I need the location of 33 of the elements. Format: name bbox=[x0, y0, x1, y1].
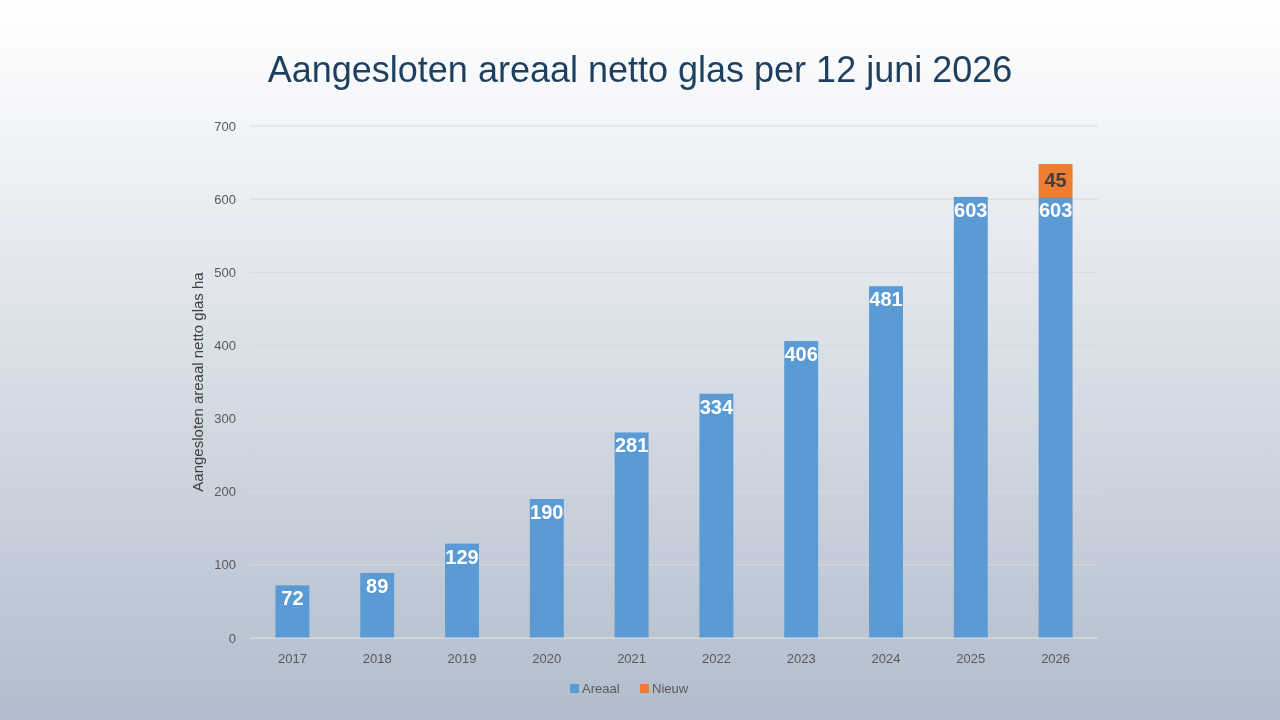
data-label: 190 bbox=[530, 501, 564, 524]
y-tick-label: 400 bbox=[214, 337, 236, 353]
x-tick-label: 2018 bbox=[362, 651, 392, 666]
y-tick-label: 0 bbox=[228, 630, 236, 646]
data-label: 603 bbox=[1038, 198, 1073, 221]
data-label: 603 bbox=[954, 198, 988, 221]
data-label: 72 bbox=[281, 587, 304, 610]
y-tick-label: 200 bbox=[214, 484, 236, 500]
data-label: 89 bbox=[366, 574, 389, 597]
data-label: 406 bbox=[784, 343, 818, 366]
y-tick-label: 500 bbox=[214, 264, 236, 280]
y-axis-title: Aangesloten areaal netto glas ha bbox=[189, 271, 206, 492]
data-label: 45 bbox=[1044, 169, 1067, 192]
y-tick-label: 600 bbox=[214, 191, 236, 207]
legend-label: Nieuw bbox=[652, 681, 689, 696]
data-label: 281 bbox=[614, 434, 649, 457]
x-tick-label: 2023 bbox=[786, 651, 816, 666]
x-tick-label: 2025 bbox=[956, 651, 986, 666]
x-tick-label: 2026 bbox=[1041, 651, 1071, 666]
y-tick-label: 100 bbox=[214, 557, 236, 573]
x-tick-label: 2019 bbox=[447, 651, 477, 666]
y-tick-label: 700 bbox=[214, 118, 236, 134]
x-tick-label: 2020 bbox=[532, 651, 562, 666]
x-tick-label: 2022 bbox=[701, 651, 731, 666]
x-tick-label: 2021 bbox=[617, 651, 647, 666]
x-tick-label: 2024 bbox=[871, 651, 901, 666]
y-tick-label: 300 bbox=[214, 411, 236, 427]
data-label: 129 bbox=[445, 545, 479, 568]
chart-title: Aangesloten areaal netto glas per 12 juni 2026 bbox=[267, 49, 1013, 90]
legend-label: Areaal bbox=[582, 681, 620, 696]
data-label: 334 bbox=[699, 395, 734, 418]
data-label: 481 bbox=[869, 288, 903, 311]
x-tick-label: 2017 bbox=[277, 651, 307, 666]
